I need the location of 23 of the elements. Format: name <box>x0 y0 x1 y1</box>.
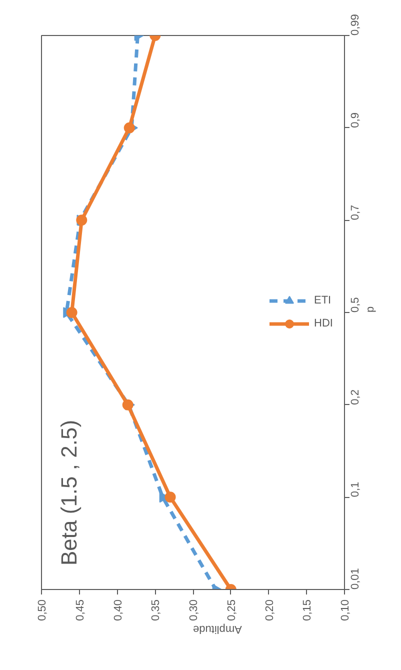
x-tick-label: 0,40 <box>112 599 124 621</box>
y-tick-label: 0,01 <box>350 568 362 590</box>
x-tick-label: 0,20 <box>264 599 276 621</box>
text: Beta (1.5 , 2.5) <box>56 420 82 566</box>
y-tick-label: 0,2 <box>350 390 362 405</box>
x-tick-label: 0,15 <box>302 599 314 621</box>
y-tick-label: 0,7 <box>350 204 362 220</box>
x-tick-label: 0,10 <box>340 599 352 621</box>
y-axis-title: p <box>364 306 376 312</box>
y-tick-label: 0,1 <box>350 482 362 498</box>
y-tick-label: 0,5 <box>350 297 362 312</box>
x-tick-label: 0,25 <box>226 599 238 621</box>
x-tick-label: 0,35 <box>150 599 162 621</box>
x-tick-label: 0,45 <box>74 599 86 621</box>
legend-label: ETI <box>314 294 332 306</box>
legend-label: HDI <box>314 318 334 330</box>
point <box>66 307 78 318</box>
point <box>122 399 134 410</box>
x-axis-title: Amplitude <box>192 622 242 635</box>
x-tick-label: 0,50 <box>36 599 48 621</box>
x-tick-label: 0,30 <box>188 599 200 621</box>
y-tick-label: 0,9 <box>350 112 362 128</box>
y-tick-label: 0,99 <box>350 14 362 36</box>
